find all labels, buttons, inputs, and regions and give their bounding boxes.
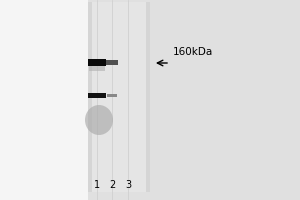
Bar xyxy=(88,2,150,192)
Bar xyxy=(106,60,118,65)
Bar xyxy=(88,0,300,200)
Bar xyxy=(0,0,88,200)
Text: 1: 1 xyxy=(94,180,100,190)
Text: 2: 2 xyxy=(109,180,115,190)
Text: 3: 3 xyxy=(125,180,131,190)
Ellipse shape xyxy=(85,105,113,135)
Bar xyxy=(92,2,146,192)
Text: 160kDa: 160kDa xyxy=(173,47,213,57)
Bar xyxy=(107,94,117,97)
Bar xyxy=(88,59,106,66)
Bar xyxy=(89,65,105,71)
Bar xyxy=(88,93,106,98)
